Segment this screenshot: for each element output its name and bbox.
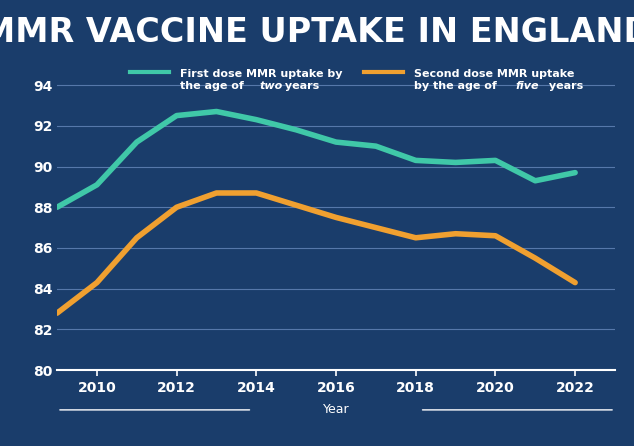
Text: MMR VACCINE UPTAKE IN ENGLAND: MMR VACCINE UPTAKE IN ENGLAND [0,16,634,49]
Text: the age of: the age of [180,82,247,91]
Text: years: years [281,82,320,91]
Text: five: five [515,82,539,91]
Text: Year: Year [323,403,349,417]
Text: Second dose MMR uptake: Second dose MMR uptake [414,69,574,79]
Text: years: years [545,82,583,91]
Text: by the age of: by the age of [414,82,501,91]
Text: First dose MMR uptake by: First dose MMR uptake by [180,69,342,79]
Text: two: two [259,82,283,91]
